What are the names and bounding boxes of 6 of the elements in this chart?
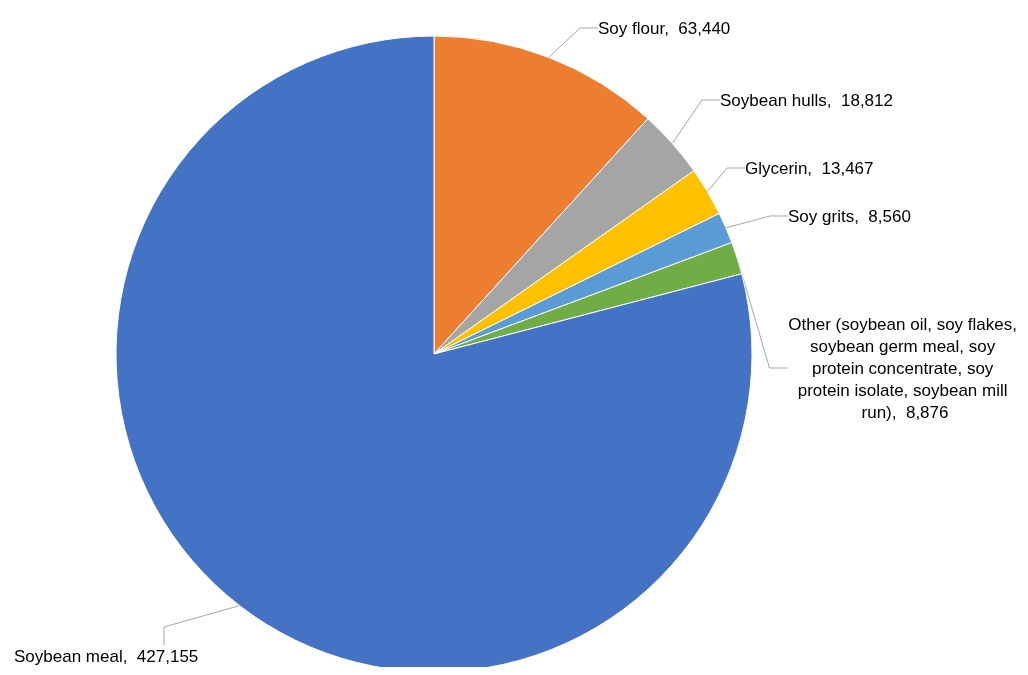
slice-label: Soybean hulls, 18,812 (720, 90, 893, 110)
slice-label: Soy flour, 63,440 (598, 18, 731, 38)
slice-label: Soybean meal, 427,155 (14, 646, 199, 666)
slice-label: Glycerin, 13,467 (745, 158, 874, 178)
slice-label: Other (soybean oil, soy flakes, soybean germ meal, soy protein concentrate, soy protein isolate, soybean mill run), 8,876 (788, 314, 1022, 422)
slice-label: Soy grits, 8,560 (788, 206, 911, 226)
